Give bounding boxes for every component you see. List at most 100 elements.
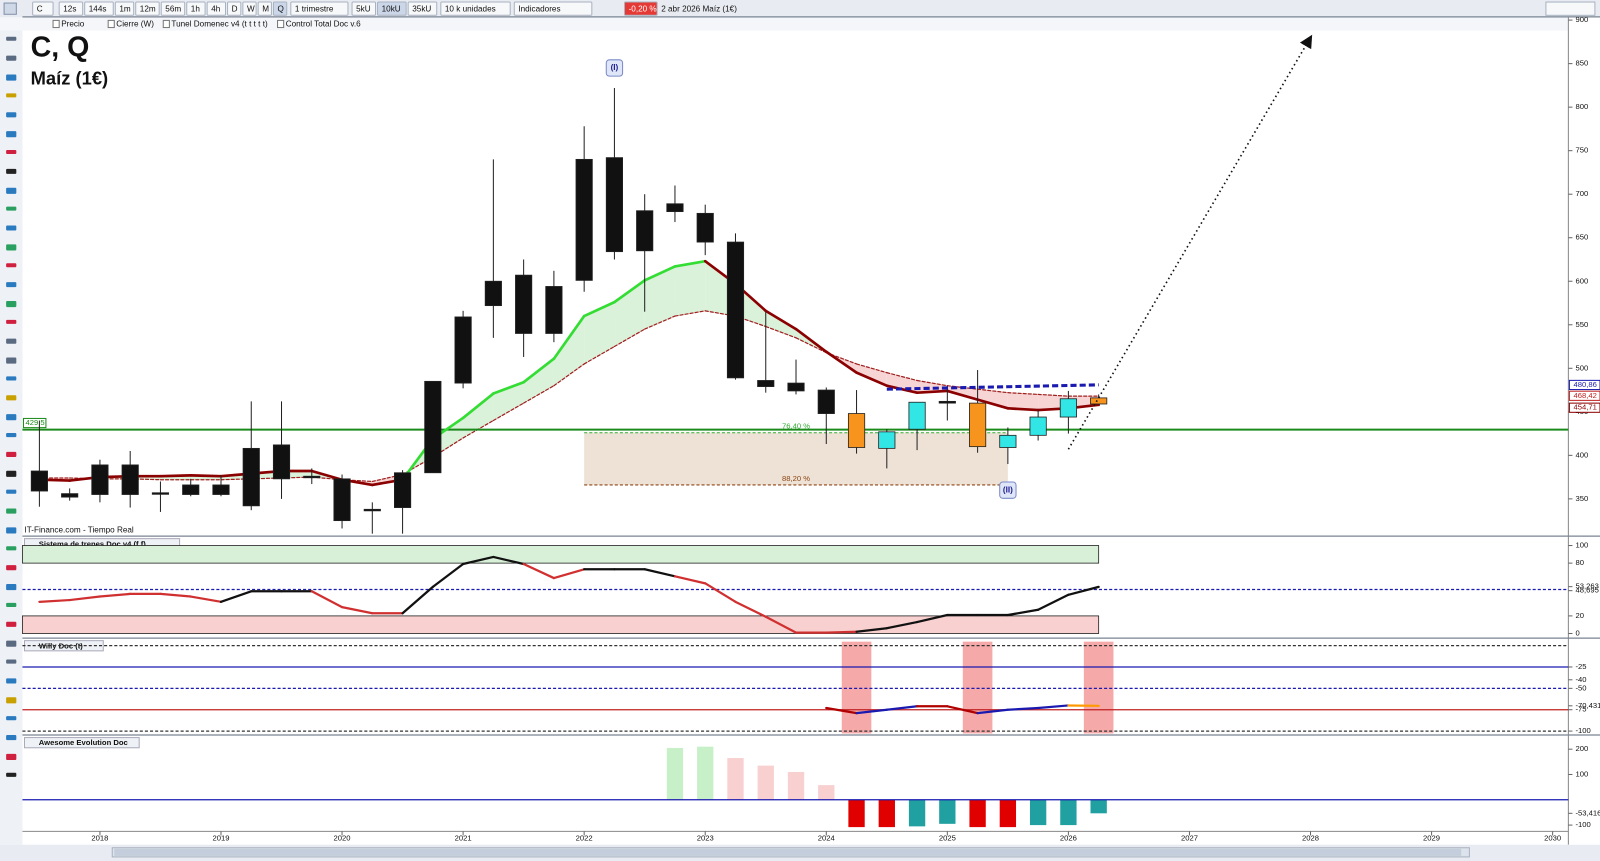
tool-icon[interactable] — [6, 300, 17, 308]
panel-title[interactable]: Awesome Evolution Doc — [39, 738, 129, 747]
timeframe-button-frame[interactable] — [135, 1, 160, 16]
indicators-button[interactable]: Indicadores — [518, 4, 560, 13]
candle-body — [605, 157, 623, 253]
tool-icon[interactable] — [6, 508, 17, 514]
timeframe-button-frame[interactable] — [58, 1, 84, 16]
scroll-thumb[interactable] — [114, 848, 1462, 856]
units-button-frame[interactable] — [407, 1, 438, 16]
tool-icon[interactable] — [6, 149, 17, 155]
timeframe-button[interactable]: 12s — [63, 4, 76, 13]
units-button[interactable]: 35kU — [412, 4, 431, 13]
tool-icon[interactable] — [6, 451, 17, 458]
tool-icon[interactable] — [6, 168, 17, 174]
tool-icon[interactable] — [6, 527, 17, 534]
timeframe-button-frame[interactable] — [242, 1, 257, 16]
legend-item[interactable]: Control Total Doc v.6 — [286, 20, 361, 29]
timeframe-button[interactable]: D — [232, 4, 238, 13]
timeframe-button[interactable]: W — [247, 4, 255, 13]
tool-icon[interactable] — [6, 565, 17, 571]
tool-icon[interactable] — [6, 282, 17, 288]
tunnel-band — [613, 328, 646, 348]
legend-checkbox[interactable] — [162, 19, 170, 29]
tool-icon[interactable] — [6, 584, 17, 591]
tool-icon[interactable] — [6, 772, 17, 777]
candle-body — [817, 389, 835, 414]
timeframe-button-frame[interactable] — [206, 1, 227, 16]
window-controls[interactable] — [1545, 1, 1596, 16]
tool-icon[interactable] — [6, 36, 17, 41]
x-tick-label: 2022 — [576, 834, 593, 843]
tool-icon[interactable] — [6, 433, 17, 438]
panel-title[interactable]: Sistema de trenes Doc v4 (f f) — [39, 539, 146, 548]
tool-icon[interactable] — [6, 93, 17, 98]
tool-icon[interactable] — [6, 112, 17, 118]
candle-body — [847, 413, 866, 448]
units-button-frame[interactable] — [351, 1, 377, 16]
tool-icon[interactable] — [6, 602, 17, 607]
tool-icon[interactable] — [6, 263, 17, 268]
units-button[interactable]: 10kU — [382, 4, 401, 13]
units-select[interactable]: 10 k unidades — [445, 4, 496, 13]
units-button[interactable]: 5kU — [356, 4, 371, 13]
tool-icon[interactable] — [6, 376, 17, 381]
period-select[interactable]: 1 trimestre — [295, 4, 334, 13]
tool-icon[interactable] — [6, 225, 17, 231]
legend-item[interactable]: Precio — [61, 20, 85, 29]
app-icon[interactable] — [3, 2, 17, 15]
tool-icon[interactable] — [6, 319, 17, 324]
fib-zone — [584, 432, 1008, 485]
legend-checkbox[interactable] — [277, 19, 285, 29]
timeframe-button[interactable]: 56m — [165, 4, 181, 13]
tool-icon[interactable] — [6, 131, 17, 138]
tool-icon[interactable] — [6, 659, 17, 664]
timeframe-button[interactable]: 12m — [140, 4, 156, 13]
tool-icon[interactable] — [6, 621, 17, 627]
symbol-select-frame[interactable] — [32, 1, 54, 16]
tool-icon[interactable] — [6, 697, 17, 704]
tool-icon[interactable] — [6, 640, 17, 647]
legend-item[interactable]: Cierre (W) — [116, 20, 154, 29]
tool-icon[interactable] — [6, 489, 17, 494]
units-select-frame[interactable] — [440, 1, 511, 16]
tool-icon[interactable] — [6, 470, 17, 477]
timeframe-button[interactable]: 1h — [191, 4, 200, 13]
change-badge-frame[interactable] — [623, 1, 658, 16]
tool-icon[interactable] — [6, 74, 17, 81]
tool-icon[interactable] — [6, 55, 17, 61]
legend-checkbox[interactable] — [107, 19, 115, 29]
timeframe-button-frame[interactable] — [84, 1, 114, 16]
period-select-frame[interactable] — [290, 1, 349, 16]
tool-icon[interactable] — [6, 206, 17, 211]
timeframe-button[interactable]: Q — [278, 4, 284, 13]
change-badge[interactable]: -0,20 % — [629, 4, 657, 13]
legend-checkbox[interactable] — [52, 19, 60, 29]
tool-icon[interactable] — [6, 414, 17, 421]
timeframe-button[interactable]: 144s — [89, 4, 107, 13]
tool-icon[interactable] — [6, 753, 17, 761]
tool-icon[interactable] — [6, 395, 17, 401]
units-button-frame[interactable] — [377, 1, 407, 16]
legend-item[interactable]: Tunel Domenec v4 (t t t t t) — [171, 20, 268, 29]
tool-icon[interactable] — [6, 244, 17, 251]
tool-icon[interactable] — [6, 716, 17, 721]
tunnel-band — [765, 325, 797, 339]
y-tick-label: 100 — [1576, 541, 1589, 550]
tool-icon[interactable] — [6, 357, 17, 364]
timeframe-button[interactable]: 4h — [211, 4, 220, 13]
tool-icon[interactable] — [6, 735, 17, 741]
timeframe-button-frame[interactable] — [186, 1, 206, 16]
tool-icon[interactable] — [6, 678, 17, 684]
indicators-button-frame[interactable] — [513, 1, 593, 16]
timeframe-button-frame[interactable] — [257, 1, 272, 16]
panel-title-frame[interactable] — [23, 737, 140, 749]
timeframe-button[interactable]: 1m — [119, 4, 131, 13]
tool-icon[interactable] — [6, 187, 17, 194]
symbol-select[interactable]: C — [37, 4, 43, 13]
timeframe-button-frame[interactable] — [160, 1, 186, 16]
tool-icon[interactable] — [6, 338, 17, 344]
timeframe-button-frame[interactable] — [227, 1, 242, 16]
timeframe-button[interactable]: M — [262, 4, 269, 13]
tool-icon[interactable] — [6, 546, 17, 551]
timeframe-button-frame[interactable] — [272, 1, 288, 16]
timeframe-button-frame[interactable] — [114, 1, 135, 16]
